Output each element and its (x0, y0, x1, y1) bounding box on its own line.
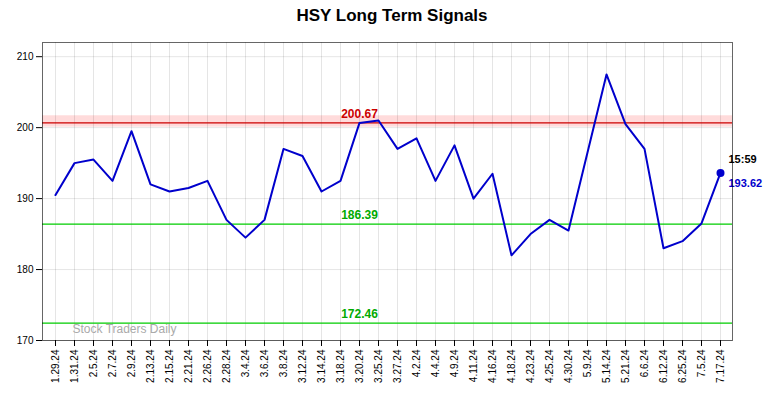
svg-text:3.14.24: 3.14.24 (316, 349, 327, 383)
svg-text:2.7.24: 2.7.24 (107, 349, 118, 377)
svg-text:3.8.24: 3.8.24 (278, 349, 289, 377)
svg-text:200.67: 200.67 (341, 107, 378, 121)
svg-text:193.62: 193.62 (729, 177, 763, 189)
svg-text:4.2.24: 4.2.24 (411, 349, 422, 377)
svg-text:2.13.24: 2.13.24 (145, 349, 156, 383)
svg-text:2.28.24: 2.28.24 (221, 349, 232, 383)
svg-text:6.25.24: 6.25.24 (677, 349, 688, 383)
svg-text:4.4.24: 4.4.24 (430, 349, 441, 377)
svg-text:15:59: 15:59 (728, 153, 757, 166)
svg-text:5.14.24: 5.14.24 (601, 349, 612, 383)
svg-text:200: 200 (17, 122, 34, 133)
svg-text:3.27.24: 3.27.24 (392, 349, 403, 383)
svg-text:4.9.24: 4.9.24 (449, 349, 460, 377)
svg-text:4.18.24: 4.18.24 (506, 349, 517, 383)
svg-text:3.4.24: 3.4.24 (240, 349, 251, 377)
svg-text:4.16.24: 4.16.24 (487, 349, 498, 383)
svg-text:210: 210 (17, 51, 34, 62)
svg-text:4.11.24: 4.11.24 (468, 349, 479, 382)
svg-text:180: 180 (17, 264, 34, 275)
svg-text:3.6.24: 3.6.24 (259, 349, 270, 377)
svg-text:4.30.24: 4.30.24 (563, 349, 574, 383)
svg-text:2.15.24: 2.15.24 (164, 349, 175, 383)
svg-text:190: 190 (17, 193, 34, 204)
svg-text:2.5.24: 2.5.24 (88, 349, 99, 377)
svg-text:6.6.24: 6.6.24 (639, 349, 650, 377)
svg-text:3.20.24: 3.20.24 (354, 349, 365, 383)
svg-text:1.29.24: 1.29.24 (50, 349, 61, 383)
svg-text:4.23.24: 4.23.24 (525, 349, 536, 383)
svg-text:2.21.24: 2.21.24 (183, 349, 194, 383)
svg-text:6.12.24: 6.12.24 (658, 349, 669, 383)
svg-text:3.18.24: 3.18.24 (335, 349, 346, 383)
svg-text:5.9.24: 5.9.24 (582, 349, 593, 377)
svg-text:7.17.24: 7.17.24 (715, 349, 726, 383)
svg-text:4.25.24: 4.25.24 (544, 349, 555, 383)
html-text:HSY Long Term Signals: HSY Long Term Signals (296, 6, 488, 25)
svg-text:186.39: 186.39 (341, 208, 378, 222)
svg-text:172.46: 172.46 (341, 307, 378, 321)
svg-text:1.31.24: 1.31.24 (69, 349, 80, 383)
svg-text:Stock Traders Daily: Stock Traders Daily (73, 322, 177, 336)
svg-text:3.12.24: 3.12.24 (297, 349, 308, 383)
svg-text:5.21.24: 5.21.24 (620, 349, 631, 383)
svg-text:170: 170 (17, 335, 34, 346)
svg-text:7.5.24: 7.5.24 (696, 349, 707, 377)
svg-text:2.9.24: 2.9.24 (126, 349, 137, 377)
svg-text:2.26.24: 2.26.24 (202, 349, 213, 383)
svg-text:3.25.24: 3.25.24 (373, 349, 384, 383)
